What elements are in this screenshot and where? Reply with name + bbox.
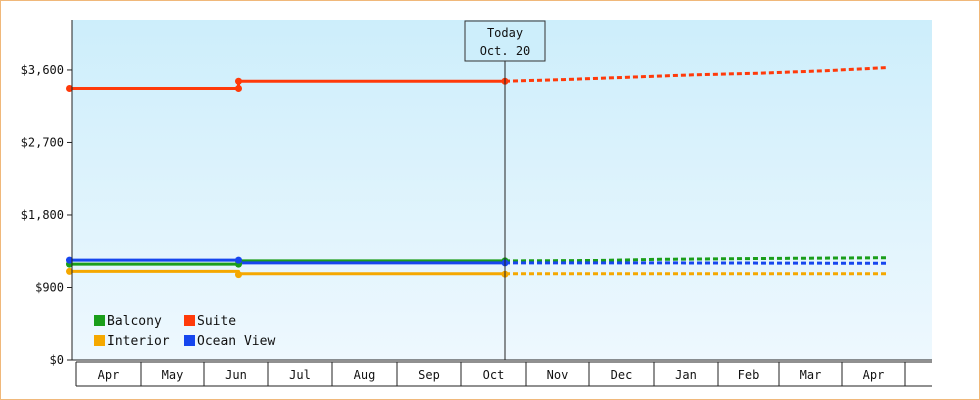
x-tick-label: Oct	[483, 368, 505, 382]
series-forecast-balcony	[504, 256, 889, 263]
x-tick-label: Feb	[738, 368, 760, 382]
point-interior	[235, 271, 242, 279]
plot-background	[72, 20, 932, 360]
y-tick-label: $3,600	[21, 63, 64, 77]
legend-swatch-balcony	[94, 315, 105, 326]
x-tick-label: Jan	[675, 368, 697, 382]
point-ocean-view	[66, 256, 73, 264]
point-suite	[235, 77, 242, 85]
y-tick-label: $0	[50, 353, 64, 367]
point-interior	[66, 267, 73, 275]
point-suite	[66, 84, 73, 92]
legend-swatch-ocean-view	[184, 335, 195, 346]
legend-label-balcony: Balcony	[107, 314, 162, 329]
y-tick-label: $1,800	[21, 208, 64, 222]
legend-swatch-suite	[184, 315, 195, 326]
legend-label-ocean-view: Ocean View	[197, 334, 275, 349]
today-date: Oct. 20	[480, 44, 531, 58]
today-box	[464, 20, 546, 62]
series-forecast-suite	[504, 66, 889, 83]
legend-label-interior: Interior	[107, 334, 170, 349]
legend-swatch-interior	[94, 335, 105, 346]
x-tick-label: Sep	[418, 368, 440, 382]
x-tick-label: Aug	[354, 368, 376, 382]
point-ocean-view	[235, 256, 242, 264]
legend-label-suite: Suite	[197, 314, 236, 329]
x-tick-label: Apr	[863, 368, 885, 382]
x-tick-label: Dec	[611, 368, 633, 382]
today-label: Today	[487, 26, 523, 40]
x-tick-label: Mar	[800, 368, 822, 382]
x-tick-label: Nov	[547, 368, 569, 382]
y-tick-label: $900	[35, 280, 64, 294]
x-tick-label: Apr	[98, 368, 120, 382]
x-tick-label: Jun	[225, 368, 247, 382]
series-line-suite	[69, 79, 505, 90]
y-tick-label: $2,700	[21, 135, 64, 149]
point-suite	[235, 84, 242, 92]
x-tick-label: Jul	[289, 368, 311, 382]
x-tick-label: May	[162, 368, 184, 382]
